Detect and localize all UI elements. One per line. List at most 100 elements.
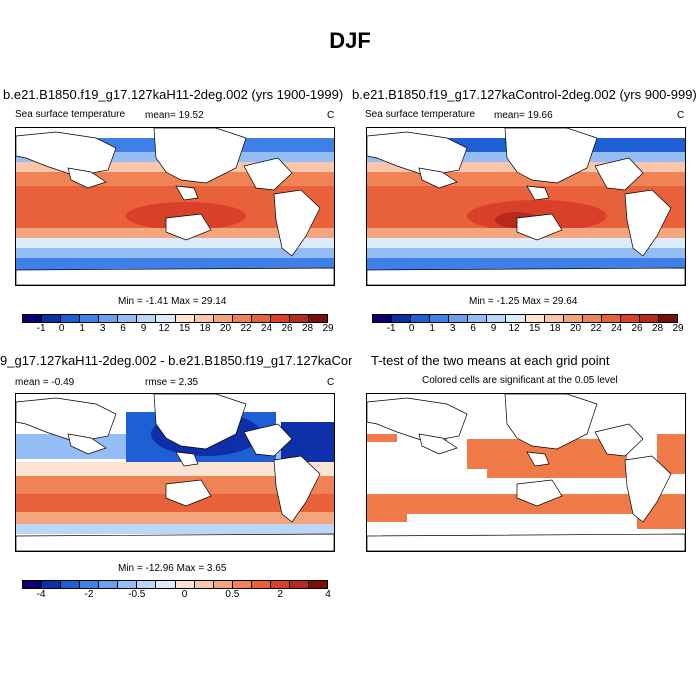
colorbar-tick-label: 20 — [219, 323, 232, 334]
colorbar-tick-label: -2 — [84, 589, 94, 600]
panel2-variable: Sea surface temperature — [365, 109, 476, 120]
colorbar-tick-label: -1 — [36, 323, 46, 334]
colorbar-tick-label: 0 — [408, 323, 415, 334]
colorbar-swatch — [251, 581, 271, 588]
panel3-mean: mean = -0.49 — [15, 377, 75, 388]
colorbar-swatch — [175, 315, 195, 322]
colorbar-tick-label: 18 — [199, 323, 211, 334]
colorbar-swatch — [99, 581, 119, 588]
colorbar-swatch — [506, 315, 526, 322]
panel2-sst-map — [366, 127, 686, 286]
colorbar-swatch — [23, 581, 43, 588]
colorbar-swatch — [232, 581, 252, 588]
colorbar-tick-label: 28 — [651, 323, 664, 334]
colorbar-tick-label: 2 — [277, 589, 283, 600]
colorbar-swatch — [601, 315, 621, 322]
colorbar-swatch — [544, 315, 564, 322]
colorbar-swatches — [372, 314, 678, 323]
colorbar-swatch — [563, 315, 583, 322]
colorbar-swatch — [80, 315, 100, 322]
panel3-title: 9_g17.127kaH11-2deg.002 - b.e21.B1850.f1… — [0, 353, 352, 368]
colorbar-tick-label: -4 — [36, 589, 46, 600]
colorbar-swatches — [22, 314, 328, 323]
colorbar-swatch — [487, 315, 507, 322]
colorbar-swatch — [42, 581, 62, 588]
panel4-title: T-test of the two means at each grid poi… — [371, 353, 610, 368]
colorbar-swatch — [213, 581, 233, 588]
colorbar-tick-label: 0 — [58, 323, 65, 334]
colorbar-tick-label: 15 — [179, 323, 191, 334]
colorbar-swatch — [270, 315, 290, 322]
colorbar-swatch — [308, 581, 327, 588]
colorbar-tick-label: 12 — [508, 323, 520, 334]
panel1-sst-map — [15, 127, 335, 286]
colorbar-swatch — [137, 581, 157, 588]
colorbar-tick-label: 4 — [325, 589, 331, 600]
panel1-minmax: Min = -1.41 Max = 29.14 — [118, 296, 227, 307]
colorbar-swatch — [61, 315, 81, 322]
colorbar-swatch — [392, 315, 412, 322]
colorbar-swatch — [525, 315, 545, 322]
panel4-ttest-map — [366, 393, 686, 552]
colorbar-tick-label: 24 — [610, 323, 623, 334]
colorbar-swatch — [42, 315, 62, 322]
colorbar-tick-label: 18 — [549, 323, 561, 334]
colorbar-swatch — [156, 581, 176, 588]
colorbar-swatch — [373, 315, 393, 322]
colorbar-ticks: -4 -2 -0.5 0 0.5 2 4 — [22, 589, 331, 601]
colorbar-tick-label: 6 — [470, 323, 476, 334]
colorbar-swatch — [449, 315, 469, 322]
colorbar-swatch — [308, 315, 327, 322]
colorbar-swatch — [61, 581, 81, 588]
panel2-mean: mean= 19.66 — [494, 110, 553, 121]
colorbar-tick-label: 1 — [79, 323, 85, 334]
panel3-rmse: rmse = 2.35 — [145, 377, 199, 388]
colorbar-ticks: -1 0 1 3 6 9 12 15 18 20 22 24 26 28 29 — [372, 323, 684, 335]
colorbar-swatch — [639, 315, 659, 322]
panel3-colorbar: -4 -2 -0.5 0 0.5 2 4 — [22, 580, 331, 601]
panel3-units: C — [327, 377, 335, 388]
colorbar-tick-label: 3 — [99, 323, 106, 334]
colorbar-tick-label: 26 — [281, 323, 293, 334]
colorbar-tick-label: -1 — [386, 323, 396, 334]
panel1-mean: mean= 19.52 — [145, 110, 204, 121]
colorbar-tick-label: 0 — [181, 589, 188, 600]
panel3-difference-map — [15, 393, 335, 552]
colorbar-tick-label: -0.5 — [128, 589, 146, 600]
colorbar-tick-label: 22 — [590, 323, 602, 334]
colorbar-swatch — [289, 581, 309, 588]
colorbar-tick-label: 24 — [260, 323, 273, 334]
colorbar-swatch — [468, 315, 488, 322]
panel2-minmax: Min = -1.25 Max = 29.64 — [469, 296, 578, 307]
colorbar-swatch — [232, 315, 252, 322]
colorbar-tick-label: 29 — [322, 323, 334, 334]
colorbar-swatch — [289, 315, 309, 322]
colorbar-swatch — [270, 581, 290, 588]
panel1-colorbar: -1 0 1 3 6 9 12 15 18 20 22 24 26 28 29 — [22, 314, 334, 335]
colorbar-swatch — [430, 315, 450, 322]
page-title: DJF — [329, 28, 371, 53]
colorbar-tick-label: 29 — [672, 323, 684, 334]
colorbar-swatch — [251, 315, 271, 322]
colorbar-swatch — [156, 315, 176, 322]
colorbar-tick-label: 9 — [140, 323, 147, 334]
panel2-units: C — [677, 110, 685, 121]
colorbar-swatch — [99, 315, 119, 322]
panel2-colorbar: -1 0 1 3 6 9 12 15 18 20 22 24 26 28 29 — [372, 314, 684, 335]
colorbar-swatch — [194, 581, 214, 588]
colorbar-tick-label: 1 — [429, 323, 435, 334]
colorbar-tick-label: 12 — [158, 323, 170, 334]
colorbar-swatch — [582, 315, 602, 322]
colorbar-swatch — [213, 315, 233, 322]
colorbar-swatch — [620, 315, 640, 322]
colorbar-swatch — [137, 315, 157, 322]
colorbar-swatch — [118, 315, 138, 322]
colorbar-tick-label: 0.5 — [225, 589, 240, 600]
panel1-title: b.e21.B1850.f19_g17.127kaH11-2deg.002 (y… — [3, 87, 344, 102]
colorbar-ticks: -1 0 1 3 6 9 12 15 18 20 22 24 26 28 29 — [22, 323, 334, 335]
colorbar-tick-label: 6 — [120, 323, 126, 334]
colorbar-tick-label: 3 — [449, 323, 456, 334]
colorbar-swatch — [175, 581, 195, 588]
colorbar-swatch — [658, 315, 677, 322]
panel3-minmax: Min = -12.96 Max = 3.65 — [118, 563, 227, 574]
